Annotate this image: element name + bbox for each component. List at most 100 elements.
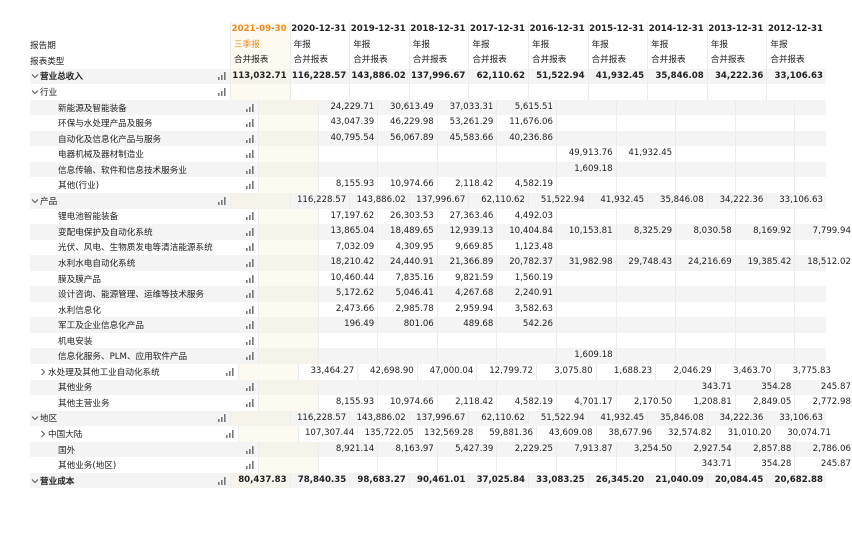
column-header: 2018-12-31: [408, 22, 469, 38]
value-cell: 137,996.67: [408, 68, 469, 85]
chart-icon[interactable]: [245, 290, 255, 299]
value-cell: [734, 317, 795, 333]
chart-icon[interactable]: [245, 165, 255, 174]
row-label: 水利水电自动化系统: [30, 255, 258, 271]
value-cell: 2,959.94: [436, 301, 497, 318]
column-header: 2019-12-31: [349, 22, 409, 38]
expand-toggle[interactable]: [30, 71, 40, 81]
chart-icon[interactable]: [245, 445, 255, 454]
row-label: 中国大陆: [30, 426, 238, 442]
value-cell: [230, 193, 290, 209]
label-text: 行业: [40, 87, 58, 98]
chart-icon[interactable]: [245, 274, 255, 283]
chart-icon[interactable]: [245, 212, 255, 221]
value-cell: [527, 84, 588, 100]
data-row: 其他(行业) 8,155.93 10,974.66 2,118.42 4,582.19: [30, 177, 826, 194]
chart-icon[interactable]: [217, 414, 227, 423]
value-cell: [258, 224, 318, 240]
chart-icon[interactable]: [217, 87, 227, 96]
data-row: 水利信息化 2,473.66 2,985.78 2,959.94 3,582.63: [30, 301, 826, 318]
chart-icon[interactable]: [245, 321, 255, 330]
value-cell: [377, 457, 437, 473]
value-cell: [675, 301, 735, 318]
value-cell: 3,463.70: [714, 364, 775, 380]
chart-icon[interactable]: [245, 398, 255, 407]
expand-toggle[interactable]: [38, 429, 48, 439]
expand-toggle[interactable]: [30, 413, 40, 423]
label-text: 电器机械及器材制造业: [58, 150, 144, 161]
chart-icon[interactable]: [217, 196, 227, 205]
expand-toggle[interactable]: [30, 476, 40, 486]
data-row: 其他业务(地区) 343.71 354.28 245.87: [30, 457, 851, 473]
value-cell: [555, 177, 616, 194]
label-text: 水利信息化: [58, 305, 101, 316]
value-cell: [258, 208, 318, 225]
meta-cell: 年报: [706, 37, 767, 54]
value-cell: 17,197.62: [317, 208, 378, 225]
value-cell: 2,118.42: [436, 177, 497, 194]
chart-icon[interactable]: [245, 383, 255, 392]
value-cell: 107,307.44: [297, 426, 358, 442]
value-cell: 116,228.57: [289, 410, 350, 427]
value-cell: [734, 239, 795, 256]
expand-toggle[interactable]: [30, 87, 40, 97]
chart-icon[interactable]: [245, 305, 255, 314]
value-cell: [734, 177, 795, 194]
expand-toggle[interactable]: [38, 367, 48, 377]
chart-icon[interactable]: [245, 103, 255, 112]
row-label: 其他业务(地区): [30, 457, 258, 473]
value-cell: 33,106.63: [766, 410, 826, 427]
label-text: 地区: [40, 414, 58, 425]
value-cell: 34,222.36: [706, 410, 767, 427]
chart-icon[interactable]: [245, 227, 255, 236]
value-cell: [794, 99, 852, 116]
chart-icon[interactable]: [245, 336, 255, 345]
row-label: 水处理及其他工业自动化系统: [30, 364, 238, 380]
meta-cell: 合并报表: [706, 53, 767, 69]
value-cell: 10,974.66: [377, 177, 437, 194]
chart-icon[interactable]: [225, 367, 235, 376]
value-cell: 12,939.13: [436, 224, 497, 240]
value-cell: 4,582.19: [496, 177, 556, 194]
column-header: 2014-12-31: [647, 22, 707, 38]
value-cell: [436, 348, 497, 365]
value-cell: [615, 317, 676, 333]
value-cell: 7,913.87: [555, 441, 616, 458]
value-cell: 51,522.94: [527, 193, 588, 209]
chart-icon[interactable]: [217, 476, 227, 485]
value-cell: 10,460.44: [317, 270, 378, 287]
label-text: 营业成本: [40, 476, 75, 487]
value-cell: 35,846.08: [647, 68, 707, 85]
value-cell: [258, 161, 318, 178]
row-label: 水利信息化: [30, 302, 258, 318]
value-cell: 33,106.63: [766, 68, 826, 85]
value-cell: 137,996.67: [408, 193, 469, 209]
chart-icon[interactable]: [245, 258, 255, 267]
chart-icon[interactable]: [245, 150, 255, 159]
chart-icon[interactable]: [245, 119, 255, 128]
chart-icon[interactable]: [245, 181, 255, 190]
value-cell: 1,560.19: [496, 270, 556, 287]
row-label: 报告期: [30, 38, 230, 54]
chart-icon[interactable]: [245, 134, 255, 143]
value-cell: 2,170.50: [615, 395, 676, 411]
chart-icon[interactable]: [225, 429, 235, 438]
chart-icon[interactable]: [245, 352, 255, 361]
value-cell: 20,084.45: [706, 472, 767, 489]
value-cell: [734, 99, 795, 116]
value-cell: 41,932.45: [587, 410, 648, 427]
chart-icon[interactable]: [245, 461, 255, 470]
label-text: 营业总收入: [40, 72, 83, 83]
chart-icon[interactable]: [245, 243, 255, 252]
expand-toggle[interactable]: [30, 196, 40, 206]
meta-cell: 合并报表: [527, 53, 588, 69]
value-cell: 38,677.96: [595, 426, 656, 442]
chart-icon[interactable]: [217, 72, 227, 81]
value-cell: 24,440.91: [377, 255, 437, 271]
value-cell: [496, 161, 556, 178]
row-label: 膜及膜产品: [30, 271, 258, 287]
row-label: 营业总收入: [30, 69, 230, 85]
value-cell: [794, 332, 852, 349]
meta-row: 报表类型 合并报表 合并报表 合并报表 合并报表 合并报表 合并报表 合并报表 合并报表 合并报表…: [30, 53, 826, 69]
value-cell: [615, 99, 676, 116]
